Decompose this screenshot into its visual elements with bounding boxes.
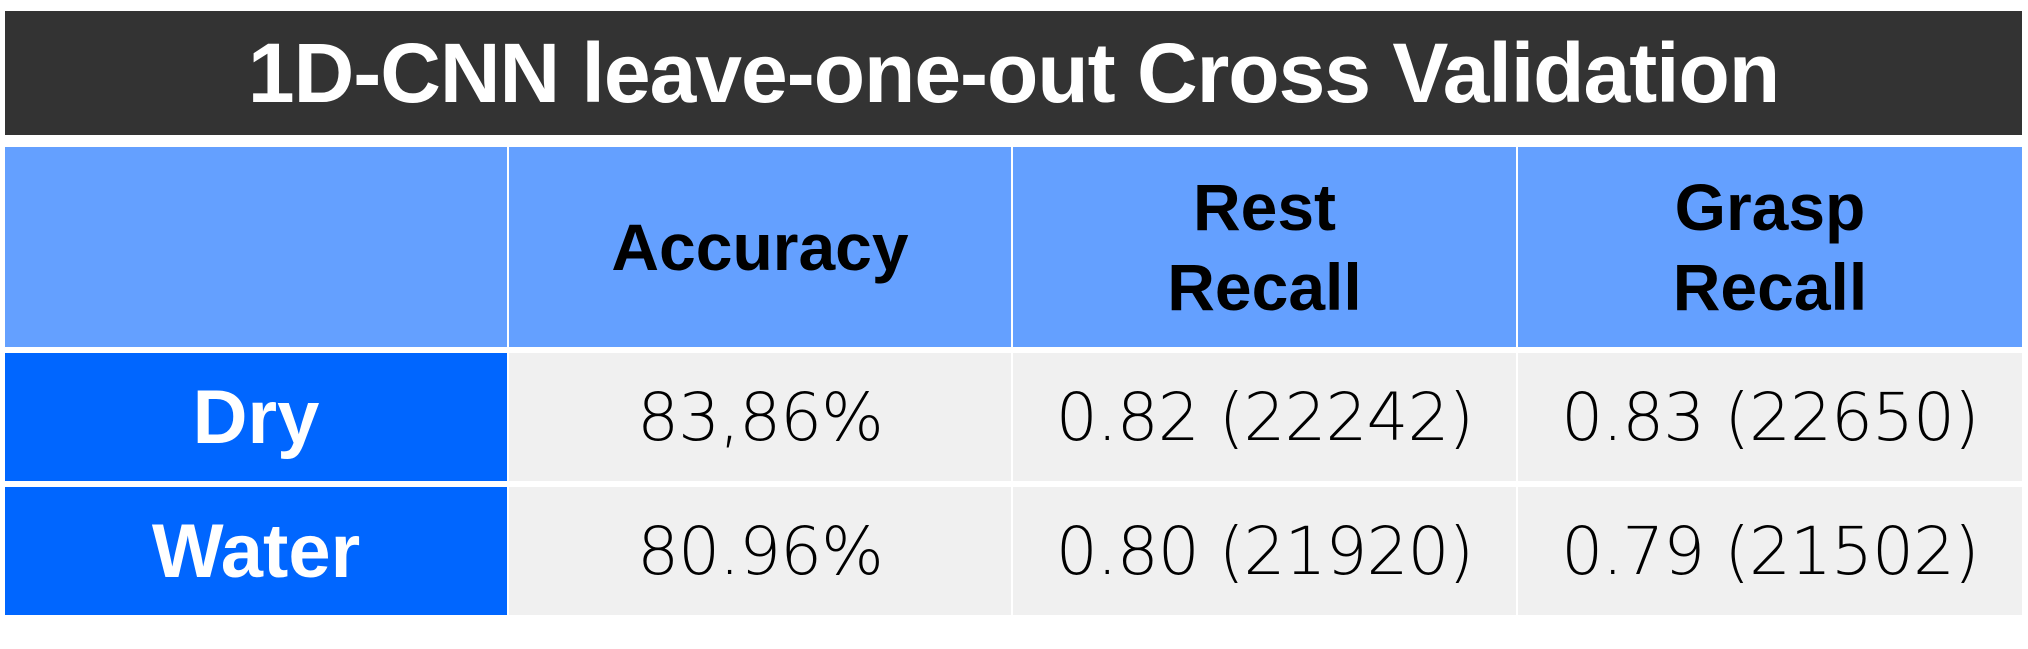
header-grasp-label-line2: Recall — [1672, 250, 1868, 324]
cell-dry-grasp-recall: 0.83 (22650) — [1518, 353, 2022, 481]
table-title: 1D-CNN leave-one-out Cross Validation — [247, 25, 1780, 120]
header-grasp-label-line1: Grasp — [1674, 170, 1866, 244]
cell-dry-grasp-recall-value: 0.83 (22650) — [1561, 378, 1979, 456]
results-table: Accuracy Rest Recall Grasp Recall Dry 83… — [5, 147, 2022, 615]
cell-dry-accuracy-value: 83,86% — [637, 378, 884, 456]
header-accuracy-label: Accuracy — [611, 210, 909, 284]
cell-dry-rest-recall-value: 0.82 (22242) — [1055, 378, 1474, 456]
cell-water-grasp-recall: 0.79 (21502) — [1518, 487, 2022, 615]
cell-water-accuracy: 80.96% — [509, 487, 1011, 615]
cell-water-rest-recall: 0.80 (21920) — [1013, 487, 1516, 615]
header-accuracy: Accuracy — [509, 147, 1011, 347]
header-empty-cell — [5, 147, 507, 347]
row-label-water: Water — [5, 487, 507, 615]
row-label-dry-text: Dry — [192, 374, 320, 460]
header-rest-label-line2: Recall — [1167, 250, 1362, 324]
row-label-dry: Dry — [5, 353, 507, 481]
cell-dry-accuracy: 83,86% — [509, 353, 1011, 481]
header-rest-recall: Rest Recall — [1013, 147, 1516, 347]
cell-water-rest-recall-value: 0.80 (21920) — [1055, 512, 1474, 590]
cell-water-grasp-recall-value: 0.79 (21502) — [1561, 512, 1979, 590]
cell-water-accuracy-value: 80.96% — [637, 512, 884, 590]
table-title-bar: 1D-CNN leave-one-out Cross Validation — [5, 11, 2022, 135]
header-rest-label-line1: Rest — [1192, 170, 1337, 244]
row-label-water-text: Water — [151, 508, 361, 594]
cell-dry-rest-recall: 0.82 (22242) — [1013, 353, 1516, 481]
header-grasp-recall: Grasp Recall — [1518, 147, 2022, 347]
